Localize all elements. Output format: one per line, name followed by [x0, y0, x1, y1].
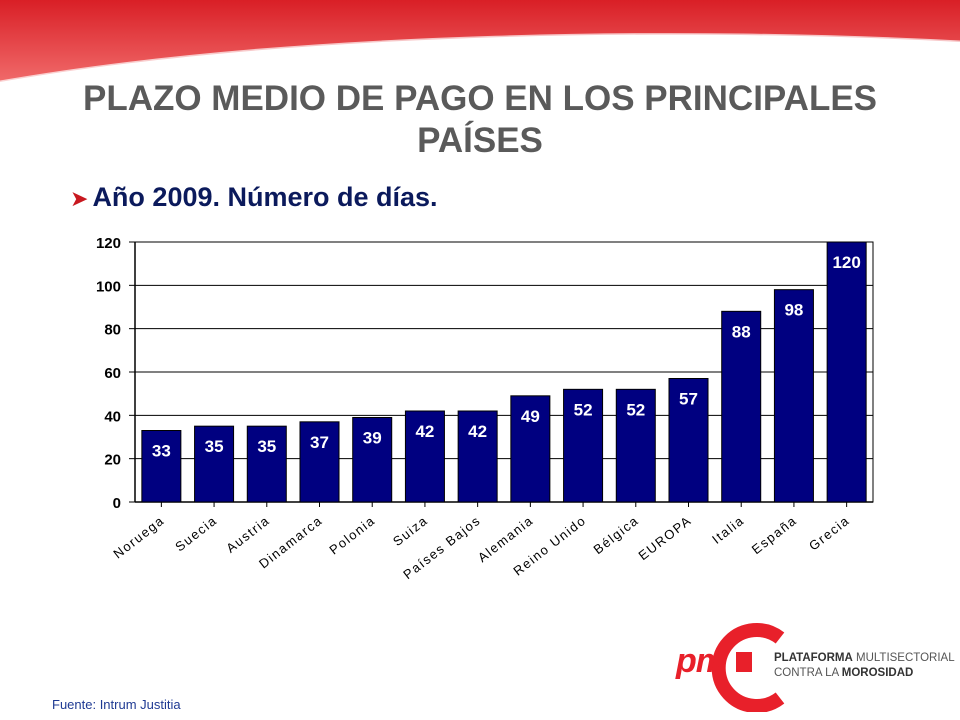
- bar: [352, 417, 393, 503]
- header-band: [0, 0, 960, 84]
- x-tick-label: Bélgica: [591, 513, 642, 558]
- x-tick-label: Austria: [223, 513, 272, 556]
- logo-text-line1: PLATAFORMA MULTISECTORIAL: [774, 652, 955, 664]
- bar-value-label: 35: [257, 437, 276, 456]
- bar: [615, 388, 656, 503]
- bar-value-label: 37: [310, 433, 329, 452]
- bar: [668, 378, 709, 503]
- bar: [510, 395, 551, 503]
- bar: [826, 241, 867, 503]
- logo-text-line2: CONTRA LA MOROSIDAD: [774, 667, 914, 679]
- logo-ring-icon: [711, 623, 785, 712]
- bar-value-label: 35: [205, 437, 224, 456]
- source-note: Fuente: Intrum Justitia: [52, 697, 181, 712]
- logo-mark: pm: [676, 642, 726, 680]
- bar-value-label: 52: [626, 400, 645, 419]
- page-title: PLAZO MEDIO DE PAGO EN LOS PRINCIPALES P…: [82, 79, 878, 160]
- bar-value-label: 98: [784, 301, 803, 320]
- y-tick-label: 120: [96, 235, 121, 252]
- bar: [194, 425, 235, 503]
- x-tick-label: Suecia: [172, 513, 220, 555]
- bar-value-label: 120: [832, 253, 860, 272]
- x-tick-label: EUROPA: [636, 513, 695, 564]
- y-tick-label: 40: [104, 408, 121, 425]
- arrow-bullet-icon: ➤: [70, 186, 89, 211]
- bar-value-label: 33: [152, 442, 171, 461]
- bar-value-label: 42: [468, 422, 487, 441]
- x-tick-label: Noruega: [110, 513, 167, 562]
- x-tick-label: Grecia: [806, 513, 853, 554]
- y-tick-label: 0: [113, 495, 121, 512]
- y-tick-label: 20: [104, 452, 121, 469]
- bar-value-label: 39: [363, 429, 382, 448]
- x-tick-label: Suiza: [390, 513, 431, 549]
- pmcm-logo: pm PLATAFORMA MULTISECTORIAL CONTRA LA M…: [668, 622, 958, 712]
- bar-value-label: 42: [415, 422, 434, 441]
- bar-value-label: 52: [574, 400, 593, 419]
- bar-value-label: 88: [732, 322, 751, 341]
- bar: [457, 410, 498, 503]
- bar: [563, 388, 604, 503]
- bar-value-label: 49: [521, 407, 540, 426]
- subtitle-text: Año 2009. Número de días.: [92, 182, 438, 212]
- bar: [404, 410, 445, 503]
- x-tick-label: Polonia: [326, 513, 378, 558]
- y-tick-label: 80: [104, 322, 121, 339]
- x-tick-label: España: [749, 513, 800, 558]
- bar-value-label: 57: [679, 390, 698, 409]
- y-tick-label: 60: [104, 365, 121, 382]
- x-tick-label: Italia: [709, 513, 747, 547]
- y-tick-label: 100: [96, 278, 121, 295]
- subtitle: ➤ Año 2009. Número de días.: [70, 182, 438, 213]
- bar: [141, 430, 182, 503]
- bar: [299, 421, 340, 503]
- bar: [773, 289, 814, 503]
